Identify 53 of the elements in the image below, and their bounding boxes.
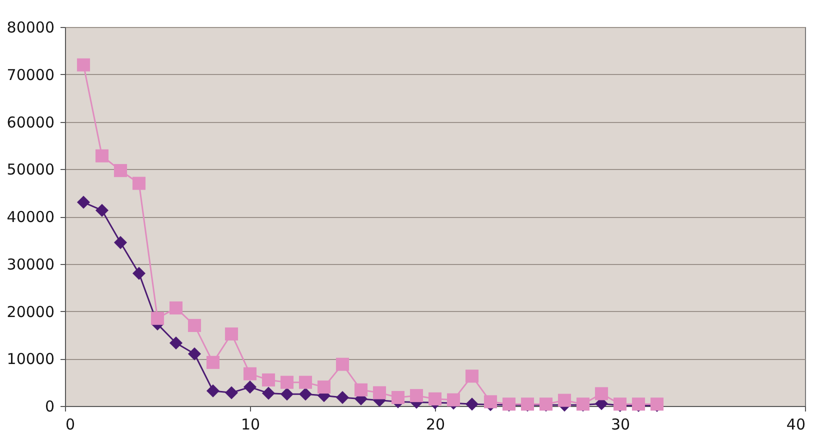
point — [465, 398, 479, 411]
point — [446, 393, 460, 406]
point — [558, 394, 572, 407]
point — [243, 380, 257, 394]
point — [484, 395, 498, 408]
x-tick-label: 30 — [610, 416, 630, 434]
point — [188, 347, 202, 360]
point — [280, 388, 294, 401]
point — [132, 266, 146, 280]
point — [95, 149, 109, 162]
point — [262, 373, 276, 386]
point — [206, 356, 220, 369]
x-tick-label: 40 — [786, 416, 806, 434]
point — [132, 176, 146, 190]
y-tick-label: 40000 — [6, 208, 54, 226]
y-tick-label: 80000 — [6, 18, 54, 36]
y-tick-label: 20000 — [6, 302, 54, 321]
point — [298, 376, 312, 389]
point — [594, 387, 608, 400]
point — [169, 336, 183, 350]
point — [465, 370, 479, 383]
point — [391, 390, 405, 404]
x-tick-label: 10 — [240, 416, 260, 434]
point — [243, 367, 257, 380]
point — [317, 380, 331, 394]
y-tick-label: 30000 — [6, 255, 54, 274]
y-tick-label: 0 — [44, 398, 54, 416]
y-tick-label: 50000 — [6, 160, 54, 179]
point — [336, 390, 350, 404]
point — [114, 236, 128, 250]
x-tick-label: 20 — [426, 416, 446, 434]
point — [262, 386, 276, 400]
point — [76, 58, 90, 72]
point — [188, 318, 202, 332]
point — [150, 312, 164, 325]
point — [280, 376, 294, 389]
point — [169, 301, 183, 314]
point — [336, 358, 350, 371]
point — [298, 388, 312, 401]
point — [95, 204, 109, 217]
point — [224, 386, 238, 400]
point — [354, 383, 368, 396]
point — [410, 389, 424, 402]
y-tick-label: 10000 — [6, 350, 54, 368]
point — [224, 327, 238, 341]
point — [428, 392, 442, 406]
y-tick-label: 60000 — [6, 113, 54, 132]
point — [76, 196, 90, 209]
point — [372, 386, 386, 400]
x-tick-label: 0 — [66, 416, 76, 434]
y-tick-label: 70000 — [6, 66, 54, 84]
point — [206, 384, 220, 398]
point — [114, 164, 128, 178]
